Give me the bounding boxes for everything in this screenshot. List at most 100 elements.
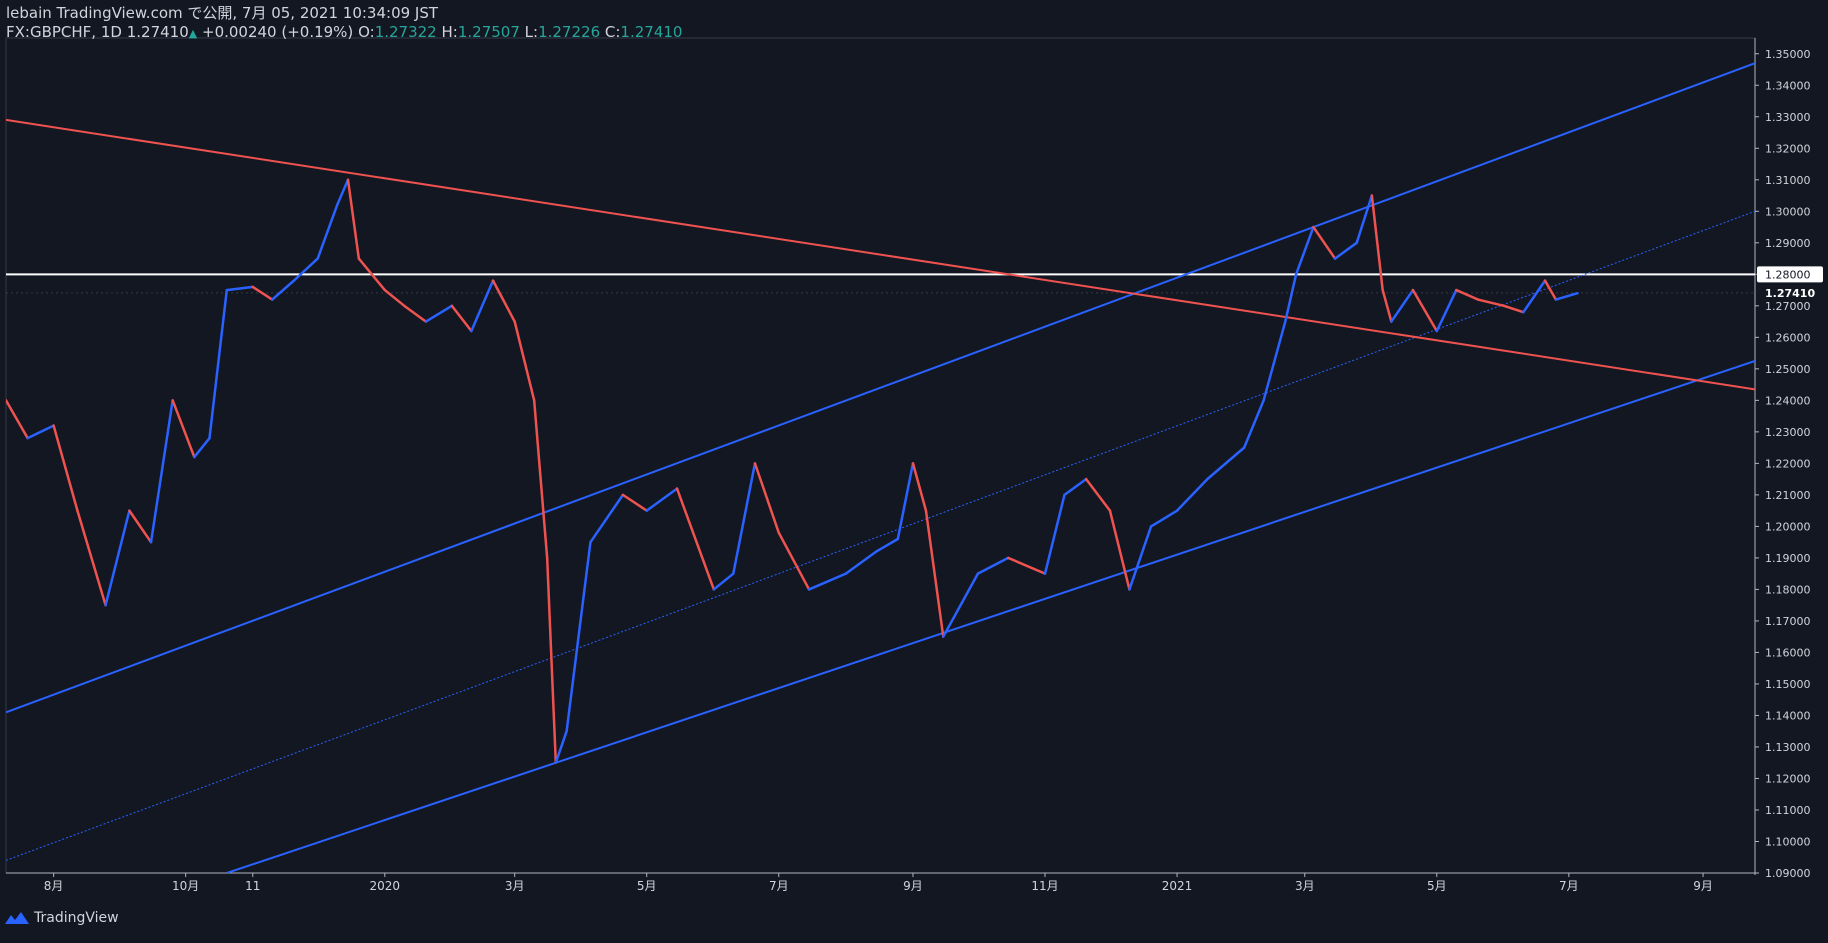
open-label: O: — [358, 23, 375, 41]
y-tick-label: 1.09000 — [1765, 867, 1811, 880]
price-segment — [171, 399, 196, 459]
y-tick-label: 1.11000 — [1765, 804, 1811, 817]
ohlc-legend: FX:GBPCHF, 1D 1.27410 ▲ +0.00240 (+0.19%)… — [6, 23, 682, 43]
x-tick-label: 2021 — [1162, 879, 1193, 893]
price-segment — [1554, 291, 1579, 301]
price-segment — [270, 279, 296, 301]
x-tick-label: 3月 — [505, 879, 525, 893]
x-tick-label: 2020 — [370, 879, 401, 893]
price-segment — [1063, 477, 1088, 497]
y-tick-label: 1.35000 — [1765, 48, 1811, 61]
close-value: 1.27410 — [620, 23, 683, 41]
price-segment — [645, 487, 679, 512]
y-tick-label: 1.12000 — [1765, 772, 1811, 785]
y-tick-label: 1.17000 — [1765, 615, 1811, 628]
price-segment — [777, 531, 811, 591]
up-arrow-icon: ▲ — [188, 27, 198, 40]
price-segment — [1522, 279, 1547, 314]
x-tick-label: 10月 — [172, 879, 199, 893]
x-tick-label: 7月 — [1559, 879, 1579, 893]
high-value: 1.27507 — [457, 23, 520, 41]
price-segment — [1435, 288, 1458, 333]
y-tick-label: 1.25000 — [1765, 363, 1811, 376]
price-segment — [874, 537, 900, 553]
price-segment — [712, 572, 735, 591]
price-segment — [1242, 399, 1265, 449]
price-segment — [1411, 288, 1439, 333]
y-tick-label: 1.24000 — [1765, 394, 1811, 407]
price-segment — [844, 550, 878, 575]
x-tick-label: 11 — [245, 879, 260, 893]
hline-price-tag — [1757, 266, 1823, 283]
close-label: C: — [604, 23, 621, 41]
price-segment — [26, 424, 55, 440]
price-segment — [1175, 477, 1209, 512]
price-segment — [589, 493, 625, 544]
price-segment — [1149, 509, 1179, 528]
price-segment — [1294, 225, 1315, 276]
price-segment — [554, 729, 568, 764]
price-segment — [1084, 477, 1112, 512]
price-segment — [470, 279, 495, 333]
price-segment — [128, 509, 153, 544]
price-segment — [450, 304, 473, 333]
y-tick-label: 1.19000 — [1765, 552, 1811, 565]
price-segment — [1476, 298, 1506, 308]
price-segment — [942, 572, 980, 638]
price-segment — [104, 509, 131, 607]
price-segment — [1390, 288, 1415, 323]
price-segment — [1043, 493, 1066, 575]
price-change: +0.00240 (+0.19%) — [202, 23, 354, 41]
price-segment — [621, 493, 648, 512]
price-segment — [225, 285, 255, 292]
chart-header: lebain TradingView.com で公開, 7月 05, 2021 … — [6, 4, 682, 43]
descending-trendline — [6, 118, 1755, 391]
last-price-label: 1.27410 — [1765, 287, 1815, 300]
publish-info: lebain TradingView.com で公開, 7月 05, 2021 … — [6, 4, 439, 22]
price-segment — [1128, 525, 1153, 591]
y-tick-label: 1.14000 — [1765, 709, 1811, 722]
price-segment — [807, 572, 848, 591]
price-segment — [424, 304, 454, 323]
price-segment — [976, 556, 1010, 575]
brand-label: TradingView — [34, 910, 119, 926]
price-segment — [1108, 509, 1131, 591]
plot-layer — [6, 62, 1755, 873]
price-segment — [6, 399, 29, 440]
y-tick-label: 1.27000 — [1765, 300, 1811, 313]
price-segment — [357, 257, 387, 292]
high-label: H: — [441, 23, 458, 41]
price-segment — [753, 462, 781, 534]
price-segment — [532, 399, 549, 560]
open-value: 1.27322 — [374, 23, 437, 41]
low-value: 1.27226 — [538, 23, 601, 41]
price-segment — [732, 462, 757, 575]
y-tick-label: 1.30000 — [1765, 205, 1811, 218]
price-segment — [346, 178, 361, 260]
price-segment — [52, 424, 79, 512]
x-tick-label: 3月 — [1295, 879, 1315, 893]
y-tick-label: 1.16000 — [1765, 646, 1811, 659]
price-segment — [1381, 288, 1393, 323]
price-segment — [675, 487, 716, 591]
price-segment — [1206, 446, 1246, 481]
price-segment — [208, 288, 229, 440]
x-tick-label: 9月 — [1693, 879, 1713, 893]
y-tick-label: 1.23000 — [1765, 426, 1811, 439]
price-segment — [316, 203, 339, 260]
hline-price-label: 1.28000 — [1765, 268, 1811, 281]
price-segment — [251, 285, 274, 301]
y-tick-label: 1.26000 — [1765, 331, 1811, 344]
price-segment — [513, 320, 536, 402]
price-segment — [403, 304, 428, 323]
price-segment — [1370, 194, 1384, 292]
y-tick-label: 1.13000 — [1765, 741, 1811, 754]
channel-middle-line — [6, 210, 1755, 861]
y-tick-label: 1.31000 — [1765, 174, 1811, 187]
footer: TradingView — [4, 910, 119, 926]
x-tick-label: 9月 — [903, 879, 923, 893]
symbol-label[interactable]: FX:GBPCHF, 1D — [6, 23, 122, 41]
price-segment — [1333, 241, 1358, 260]
